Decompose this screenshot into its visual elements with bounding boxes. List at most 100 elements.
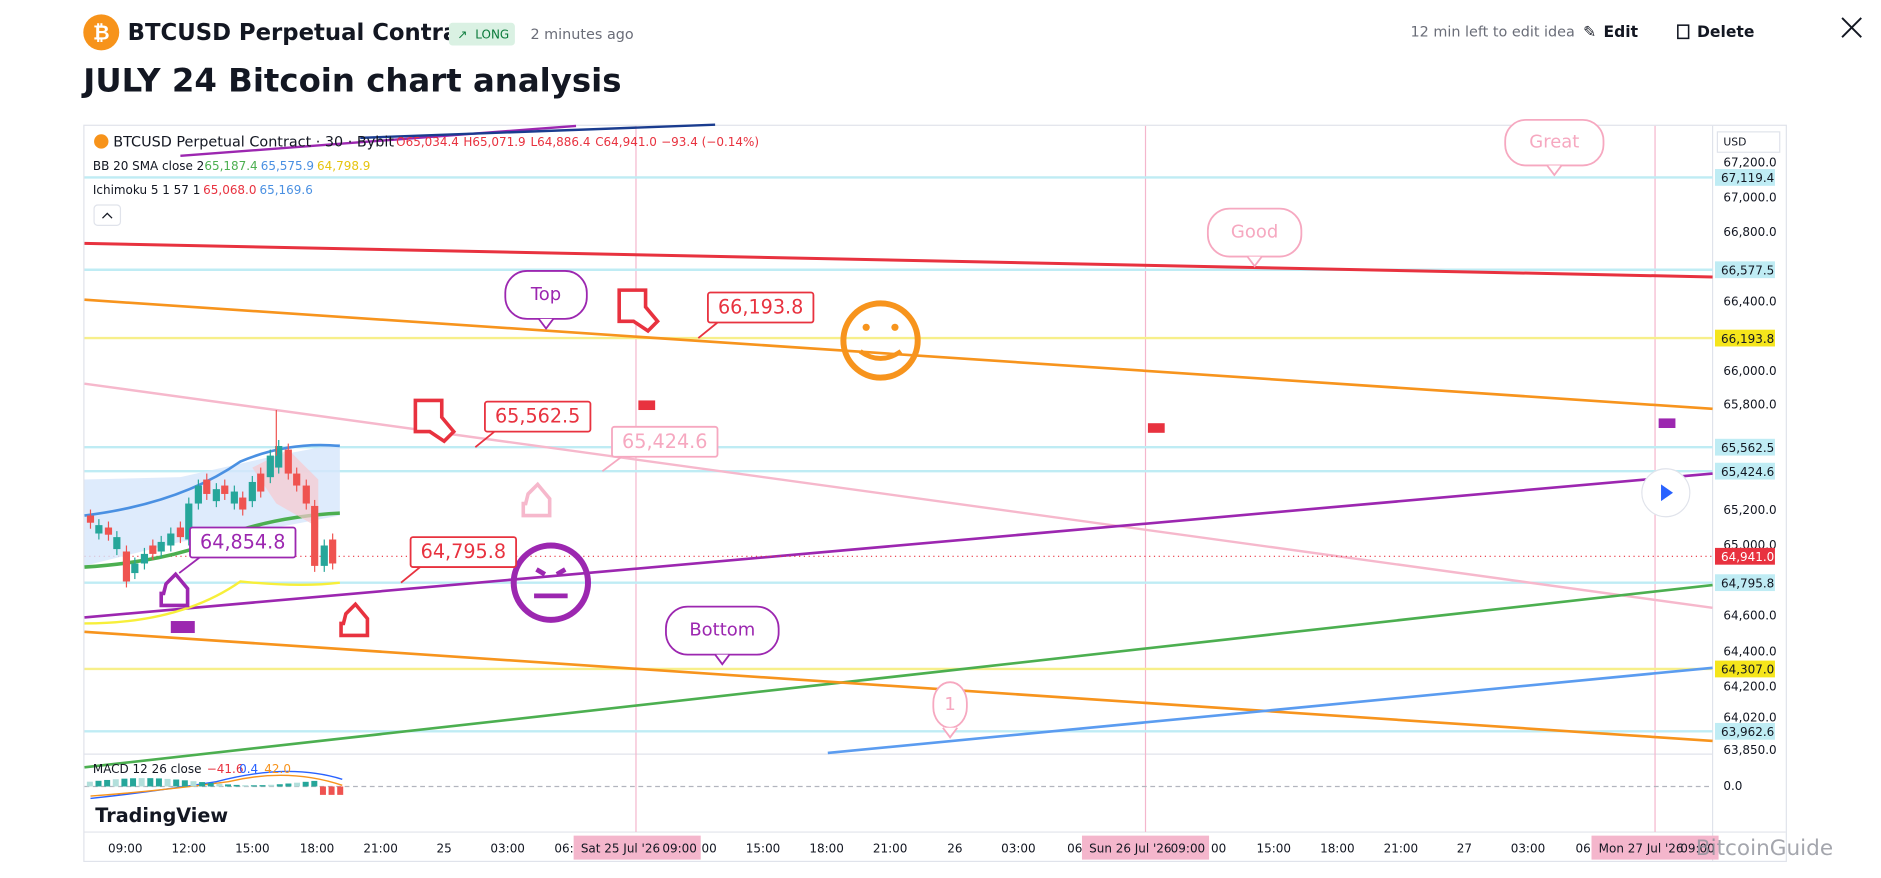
date-badge-bg (573, 835, 701, 860)
time-scale-label: 12:00 (172, 841, 207, 855)
edit-icon[interactable]: ✎ (1583, 23, 1596, 41)
delete-icon[interactable] (1677, 24, 1690, 40)
macd-bar (259, 785, 266, 787)
drawing (617, 288, 660, 334)
time-scale-label: 09:00 (108, 841, 142, 855)
candle-body (122, 551, 131, 582)
delete-button[interactable]: Delete (1697, 23, 1754, 41)
date-badge-time: 09:00 (1680, 841, 1715, 855)
candle-body (320, 545, 328, 566)
candle-body (266, 455, 274, 478)
drawing (638, 400, 656, 411)
drawing (86, 778, 344, 795)
drawing (86, 410, 337, 588)
symbol[interactable]: BTCUSD Perpetual Contract (128, 20, 483, 46)
drawing (1658, 418, 1676, 429)
candle-body (257, 473, 265, 492)
price-badge-bg (1714, 462, 1775, 480)
macd-bar (311, 780, 318, 787)
time-scale-label: 27 (1457, 841, 1472, 855)
date-badge-bg (1591, 835, 1719, 860)
legend-symbol: BTCUSD Perpetual Contract · 30 · Bybit (113, 135, 394, 151)
callout-text: Great (1529, 132, 1579, 153)
price-scale-label: 64,020.0 (1723, 711, 1776, 725)
candle-body (203, 479, 211, 494)
badge-arrow: ↗ (457, 27, 467, 41)
legend-close: C64,941.0 (595, 135, 657, 149)
time-scale-label: 15:00 (1257, 841, 1292, 855)
tradingview-logo: TradingView (95, 804, 228, 827)
drawing (84, 241, 1713, 279)
bitcoin-icon (83, 14, 120, 51)
macd-bar (181, 780, 188, 787)
time-scale-label: 21:00 (363, 841, 398, 855)
timestamp: 2 minutes ago (530, 27, 633, 43)
candle-body (185, 503, 193, 540)
indicator-value: 65,068.0 (203, 183, 256, 197)
macd-bar (86, 781, 93, 787)
note-box (189, 526, 297, 559)
collapse-button[interactable] (93, 204, 122, 226)
time-scale-label: 26 (947, 841, 962, 855)
drawing (339, 601, 370, 638)
drawing (858, 349, 903, 361)
edit-notice: 12 min left to edit idea (1410, 24, 1574, 40)
drawing (1147, 423, 1165, 433)
price-badge-bg (1714, 261, 1775, 279)
macd-bar (328, 786, 335, 795)
candle-body (113, 537, 121, 550)
macd-bar (147, 778, 154, 787)
time-scale-label: 21:00 (1384, 841, 1419, 855)
drawing (413, 398, 457, 444)
candle-body (248, 481, 256, 502)
drawing (638, 400, 1165, 433)
collapse-icon (102, 212, 113, 219)
price-badge-bg (1714, 438, 1775, 456)
macd-bar (224, 784, 231, 787)
note-leader (178, 556, 201, 574)
date-badge: Sat 25 Jul '26 (581, 841, 660, 855)
time-scale-label: 25 (437, 841, 452, 855)
price-scale-label: 64,400.0 (1723, 645, 1776, 659)
macd-bar (190, 781, 197, 787)
edit-button[interactable]: Edit (1603, 23, 1638, 41)
badge-bg (448, 22, 515, 46)
macd-bar (138, 778, 145, 787)
price-note: 64,795.8 (421, 540, 506, 563)
macd-bar (95, 780, 102, 787)
candle-body (239, 497, 247, 510)
candle-body (311, 505, 319, 566)
drawing (510, 300, 921, 623)
date-badge: Mon 27 Jul '26 (1599, 841, 1684, 855)
time-scale-label: 03:00 (1511, 841, 1546, 855)
candle-body (302, 485, 310, 504)
macd-bar (294, 782, 301, 787)
callout-tail (538, 318, 554, 330)
legend-high: H65,071.9 (463, 135, 525, 149)
macd-bar (155, 778, 162, 787)
macd-bar (216, 783, 223, 787)
note-box (409, 536, 517, 568)
drawing (90, 770, 343, 800)
time-scale-label: 18:00 (300, 841, 335, 855)
price-scale-label: 66,400.0 (1723, 295, 1776, 309)
macd-bar (233, 784, 240, 787)
drawing (84, 443, 340, 517)
time-scale-label: 18:00 (809, 841, 844, 855)
time-scale-label: 00 (701, 841, 716, 855)
macd-bar (319, 786, 326, 795)
candle-body (176, 527, 184, 538)
currency: USD (1723, 136, 1746, 149)
drawing (360, 123, 716, 140)
drawing (180, 124, 577, 158)
price-badge-bg (1714, 660, 1775, 678)
callout-tail (942, 727, 959, 739)
price-note: 65,562.5 (495, 405, 580, 428)
price-scale-label: 66,800.0 (1723, 225, 1776, 239)
close-button[interactable] (1841, 17, 1862, 38)
drawing (84, 580, 340, 625)
note-leader (400, 566, 421, 584)
callout-text: Good (1231, 222, 1278, 243)
price-scale-label: 65,800.0 (1723, 398, 1776, 412)
macd-bar (199, 782, 206, 787)
